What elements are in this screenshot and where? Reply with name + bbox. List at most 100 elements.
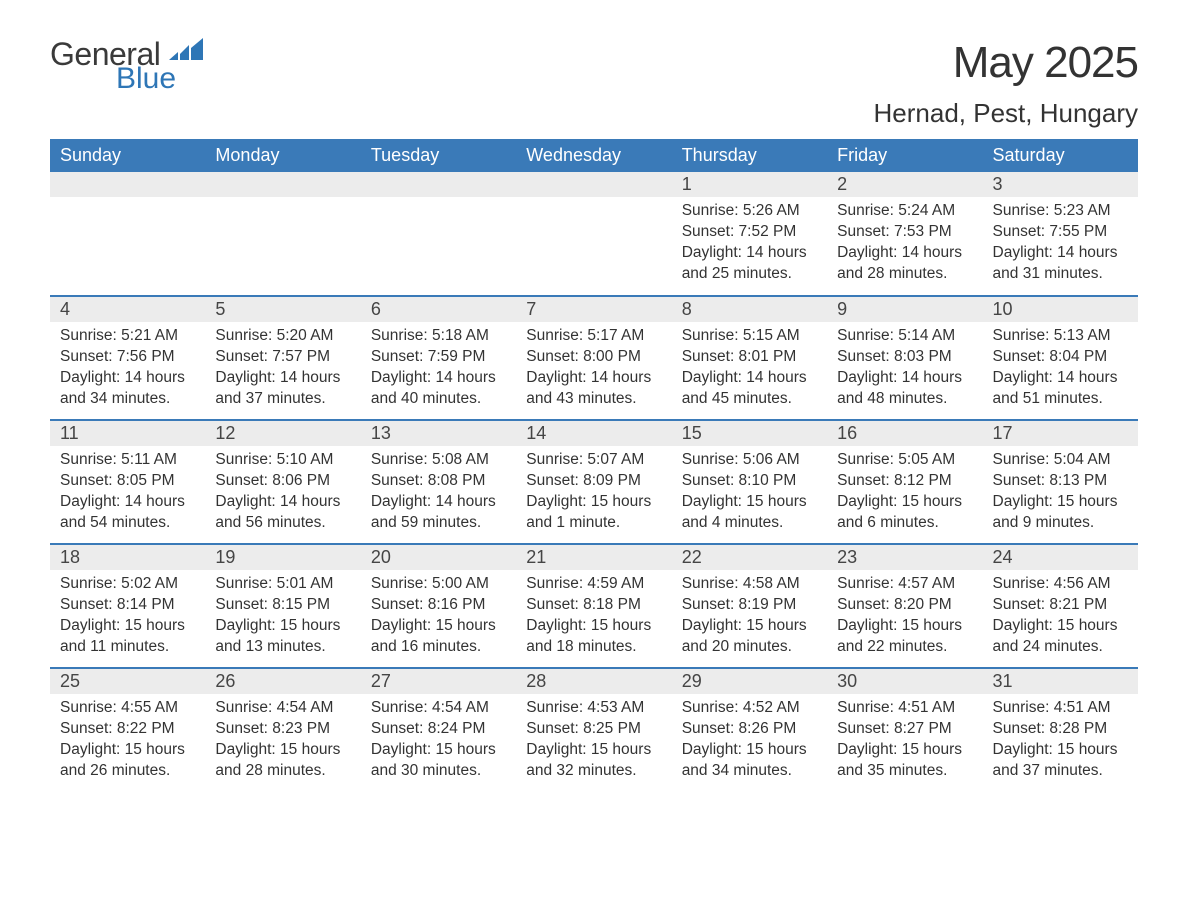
sunset-line: Sunset: 8:25 PM xyxy=(526,719,661,740)
daylight-line: Daylight: 14 hours and 28 minutes. xyxy=(837,243,972,285)
sunset-line: Sunset: 7:52 PM xyxy=(682,222,817,243)
sunset-line: Sunset: 8:14 PM xyxy=(60,595,195,616)
day-body: Sunrise: 5:15 AMSunset: 8:01 PMDaylight:… xyxy=(672,322,827,418)
empty-day-strip xyxy=(50,172,205,197)
calendar-day-cell: 21Sunrise: 4:59 AMSunset: 8:18 PMDayligh… xyxy=(516,544,671,668)
daylight-line: Daylight: 14 hours and 34 minutes. xyxy=(60,368,195,410)
calendar-day-cell: 10Sunrise: 5:13 AMSunset: 8:04 PMDayligh… xyxy=(983,296,1138,420)
daylight-line: Daylight: 14 hours and 48 minutes. xyxy=(837,368,972,410)
calendar-day-cell: 29Sunrise: 4:52 AMSunset: 8:26 PMDayligh… xyxy=(672,668,827,792)
calendar-day-cell: 18Sunrise: 5:02 AMSunset: 8:14 PMDayligh… xyxy=(50,544,205,668)
sunrise-line: Sunrise: 5:02 AM xyxy=(60,574,195,595)
day-number: 1 xyxy=(672,172,827,197)
day-number: 25 xyxy=(50,669,205,694)
empty-day-strip xyxy=(205,172,360,197)
sunrise-line: Sunrise: 4:58 AM xyxy=(682,574,817,595)
calendar-day-cell: 14Sunrise: 5:07 AMSunset: 8:09 PMDayligh… xyxy=(516,420,671,544)
sunrise-line: Sunrise: 4:57 AM xyxy=(837,574,972,595)
daylight-line: Daylight: 15 hours and 32 minutes. xyxy=(526,740,661,782)
sunset-line: Sunset: 8:23 PM xyxy=(215,719,350,740)
sunset-line: Sunset: 8:16 PM xyxy=(371,595,506,616)
sunrise-line: Sunrise: 4:54 AM xyxy=(215,698,350,719)
sunrise-line: Sunrise: 4:51 AM xyxy=(993,698,1128,719)
calendar-day-cell: 31Sunrise: 4:51 AMSunset: 8:28 PMDayligh… xyxy=(983,668,1138,792)
sunrise-line: Sunrise: 5:23 AM xyxy=(993,201,1128,222)
calendar-day-cell: 27Sunrise: 4:54 AMSunset: 8:24 PMDayligh… xyxy=(361,668,516,792)
day-body: Sunrise: 5:04 AMSunset: 8:13 PMDaylight:… xyxy=(983,446,1138,542)
day-number: 28 xyxy=(516,669,671,694)
daylight-line: Daylight: 15 hours and 18 minutes. xyxy=(526,616,661,658)
day-number: 31 xyxy=(983,669,1138,694)
sunrise-line: Sunrise: 5:08 AM xyxy=(371,450,506,471)
day-number: 27 xyxy=(361,669,516,694)
day-body: Sunrise: 5:23 AMSunset: 7:55 PMDaylight:… xyxy=(983,197,1138,293)
calendar-day-cell: 1Sunrise: 5:26 AMSunset: 7:52 PMDaylight… xyxy=(672,172,827,296)
day-body: Sunrise: 5:01 AMSunset: 8:15 PMDaylight:… xyxy=(205,570,360,666)
calendar-day-cell: 5Sunrise: 5:20 AMSunset: 7:57 PMDaylight… xyxy=(205,296,360,420)
calendar-day-cell: 30Sunrise: 4:51 AMSunset: 8:27 PMDayligh… xyxy=(827,668,982,792)
calendar-table: SundayMondayTuesdayWednesdayThursdayFrid… xyxy=(50,139,1138,792)
daylight-line: Daylight: 15 hours and 24 minutes. xyxy=(993,616,1128,658)
day-body: Sunrise: 5:11 AMSunset: 8:05 PMDaylight:… xyxy=(50,446,205,542)
day-number: 22 xyxy=(672,545,827,570)
daylight-line: Daylight: 15 hours and 9 minutes. xyxy=(993,492,1128,534)
sunset-line: Sunset: 8:06 PM xyxy=(215,471,350,492)
daylight-line: Daylight: 14 hours and 54 minutes. xyxy=(60,492,195,534)
sunrise-line: Sunrise: 4:59 AM xyxy=(526,574,661,595)
daylight-line: Daylight: 14 hours and 51 minutes. xyxy=(993,368,1128,410)
day-body: Sunrise: 5:00 AMSunset: 8:16 PMDaylight:… xyxy=(361,570,516,666)
sunset-line: Sunset: 7:59 PM xyxy=(371,347,506,368)
day-number: 16 xyxy=(827,421,982,446)
sunset-line: Sunset: 8:18 PM xyxy=(526,595,661,616)
sunset-line: Sunset: 8:01 PM xyxy=(682,347,817,368)
day-number: 29 xyxy=(672,669,827,694)
calendar-day-cell: 24Sunrise: 4:56 AMSunset: 8:21 PMDayligh… xyxy=(983,544,1138,668)
day-body: Sunrise: 5:14 AMSunset: 8:03 PMDaylight:… xyxy=(827,322,982,418)
sunset-line: Sunset: 8:26 PM xyxy=(682,719,817,740)
weekday-header: Tuesday xyxy=(361,139,516,172)
day-number: 4 xyxy=(50,297,205,322)
sunset-line: Sunset: 8:21 PM xyxy=(993,595,1128,616)
sunset-line: Sunset: 8:09 PM xyxy=(526,471,661,492)
calendar-day-cell: 6Sunrise: 5:18 AMSunset: 7:59 PMDaylight… xyxy=(361,296,516,420)
day-number: 5 xyxy=(205,297,360,322)
calendar-week-row: 25Sunrise: 4:55 AMSunset: 8:22 PMDayligh… xyxy=(50,668,1138,792)
daylight-line: Daylight: 15 hours and 20 minutes. xyxy=(682,616,817,658)
weekday-header: Monday xyxy=(205,139,360,172)
day-number: 19 xyxy=(205,545,360,570)
sunrise-line: Sunrise: 5:26 AM xyxy=(682,201,817,222)
day-body: Sunrise: 4:57 AMSunset: 8:20 PMDaylight:… xyxy=(827,570,982,666)
daylight-line: Daylight: 15 hours and 1 minute. xyxy=(526,492,661,534)
calendar-day-cell: 8Sunrise: 5:15 AMSunset: 8:01 PMDaylight… xyxy=(672,296,827,420)
location-subtitle: Hernad, Pest, Hungary xyxy=(874,98,1138,129)
sunset-line: Sunset: 8:13 PM xyxy=(993,471,1128,492)
day-body: Sunrise: 5:13 AMSunset: 8:04 PMDaylight:… xyxy=(983,322,1138,418)
sunset-line: Sunset: 8:20 PM xyxy=(837,595,972,616)
daylight-line: Daylight: 14 hours and 43 minutes. xyxy=(526,368,661,410)
day-number: 11 xyxy=(50,421,205,446)
weekday-header: Wednesday xyxy=(516,139,671,172)
brand-bars-icon xyxy=(169,38,205,64)
day-body: Sunrise: 5:20 AMSunset: 7:57 PMDaylight:… xyxy=(205,322,360,418)
sunrise-line: Sunrise: 5:10 AM xyxy=(215,450,350,471)
calendar-day-cell: 19Sunrise: 5:01 AMSunset: 8:15 PMDayligh… xyxy=(205,544,360,668)
day-body: Sunrise: 5:05 AMSunset: 8:12 PMDaylight:… xyxy=(827,446,982,542)
calendar-week-row: 11Sunrise: 5:11 AMSunset: 8:05 PMDayligh… xyxy=(50,420,1138,544)
day-number: 23 xyxy=(827,545,982,570)
month-title: May 2025 xyxy=(874,38,1138,88)
day-body: Sunrise: 4:52 AMSunset: 8:26 PMDaylight:… xyxy=(672,694,827,790)
daylight-line: Daylight: 15 hours and 28 minutes. xyxy=(215,740,350,782)
sunset-line: Sunset: 7:57 PM xyxy=(215,347,350,368)
sunrise-line: Sunrise: 5:01 AM xyxy=(215,574,350,595)
daylight-line: Daylight: 15 hours and 22 minutes. xyxy=(837,616,972,658)
daylight-line: Daylight: 15 hours and 34 minutes. xyxy=(682,740,817,782)
day-body: Sunrise: 4:53 AMSunset: 8:25 PMDaylight:… xyxy=(516,694,671,790)
sunrise-line: Sunrise: 5:18 AM xyxy=(371,326,506,347)
day-body: Sunrise: 5:08 AMSunset: 8:08 PMDaylight:… xyxy=(361,446,516,542)
sunset-line: Sunset: 7:56 PM xyxy=(60,347,195,368)
sunrise-line: Sunrise: 5:24 AM xyxy=(837,201,972,222)
day-number: 17 xyxy=(983,421,1138,446)
sunrise-line: Sunrise: 5:15 AM xyxy=(682,326,817,347)
daylight-line: Daylight: 14 hours and 40 minutes. xyxy=(371,368,506,410)
calendar-week-row: 4Sunrise: 5:21 AMSunset: 7:56 PMDaylight… xyxy=(50,296,1138,420)
